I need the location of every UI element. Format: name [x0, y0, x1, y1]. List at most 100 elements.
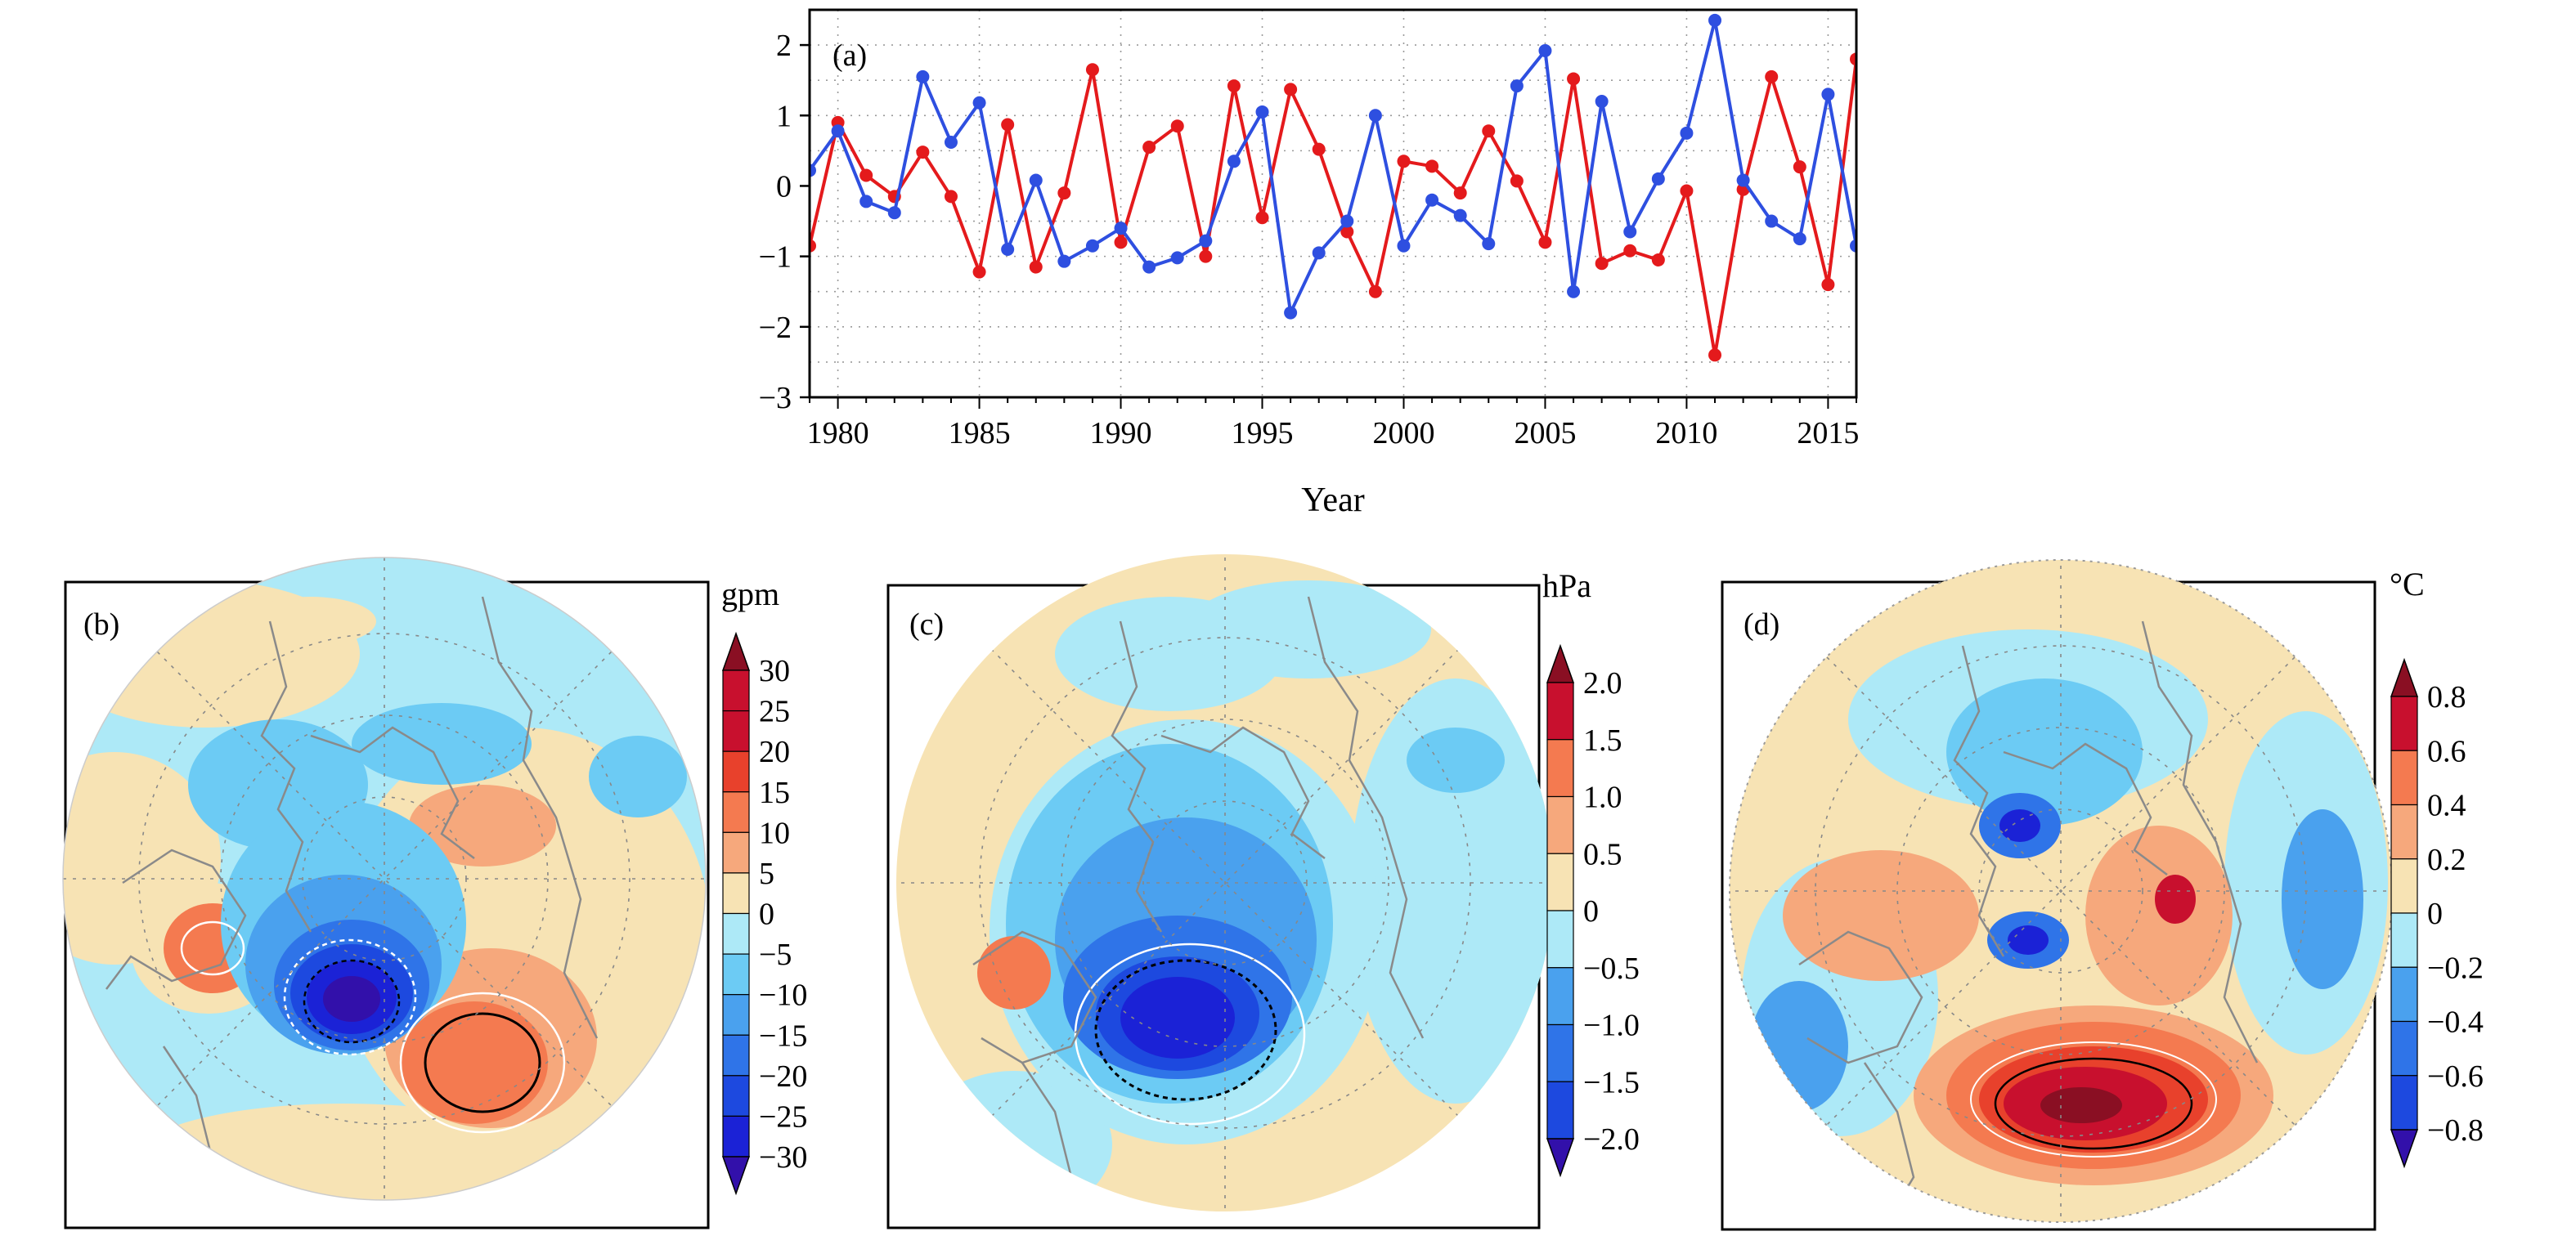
x-axis-title: Year [1301, 481, 1364, 519]
colorbar-segment [1546, 853, 1574, 911]
data-point [1482, 124, 1496, 138]
data-point [1595, 95, 1609, 109]
colorbar-tick-label: 10 [759, 816, 790, 850]
colorbar-segment [722, 831, 750, 874]
colorbar-segment [1546, 1023, 1574, 1082]
data-point [1453, 208, 1467, 222]
x-tick-label: 2005 [1514, 416, 1576, 450]
data-point [972, 265, 986, 279]
colorbar-cap-top [2390, 657, 2419, 697]
data-point [859, 168, 873, 182]
axis-ticks: 2 1 0 −1 −2 −3 1980 1985 1990 1995 2000 2005 2010 201… [759, 29, 1860, 450]
colorbar-segment [722, 912, 750, 955]
colorbar-tick-label: −1.0 [1583, 1009, 1640, 1043]
colorbar-tick-label: −2.0 [1583, 1122, 1640, 1157]
colorbar-segment [722, 791, 750, 833]
x-tick-label: 1990 [1090, 416, 1152, 450]
colorbar-segment [2390, 912, 2418, 968]
data-point [887, 206, 901, 220]
colorbar-tick-label: −30 [759, 1140, 807, 1175]
colorbar-segment [2390, 696, 2418, 751]
data-point [1595, 257, 1609, 271]
data-point [1340, 225, 1354, 239]
data-point [1255, 211, 1269, 225]
data-point [1567, 284, 1581, 298]
data-point [1284, 83, 1298, 96]
x-tick-label: 2010 [1655, 416, 1717, 450]
data-point [1538, 43, 1552, 57]
data-point [859, 195, 873, 208]
data-point [1001, 243, 1015, 257]
colorbar-tick-label: −0.6 [2427, 1059, 2484, 1094]
data-point [1850, 52, 1856, 66]
y-tick-label: −1 [759, 240, 792, 275]
data-point [1482, 237, 1496, 251]
panel-label-d: (d) [1744, 607, 1779, 642]
data-point [1199, 234, 1213, 248]
data-point [1623, 244, 1637, 258]
data-point [1170, 119, 1184, 133]
data-point [1085, 239, 1099, 253]
data-point [1821, 278, 1835, 292]
colorbar-cap-top [1546, 643, 1575, 683]
y-tick-label: −3 [759, 381, 792, 415]
colorbar-segment [722, 1075, 750, 1117]
colorbar-tick-label: −15 [759, 1019, 807, 1053]
data-point [916, 69, 930, 83]
colorbar-d: 0.8 0.6 0.4 0.2 0 −0.2 −0.4 −0.6 −0.8 [2390, 657, 2484, 1169]
panel-label-a: (a) [832, 38, 867, 73]
colorbar-tick-label: −5 [759, 938, 792, 972]
x-tick-label: 1980 [807, 416, 869, 450]
data-point [1680, 184, 1694, 198]
data-point [831, 124, 845, 138]
colorbar-tick-label: 0.4 [2427, 789, 2466, 823]
data-point [1114, 235, 1128, 249]
data-point [810, 239, 816, 253]
x-tick-label: 2000 [1372, 416, 1434, 450]
data-point [1397, 154, 1411, 168]
colorbar-segment [1546, 1081, 1574, 1140]
y-tick-label: 2 [776, 29, 792, 63]
data-point [1821, 87, 1835, 101]
y-tick-label: 1 [776, 99, 792, 133]
data-point [916, 146, 930, 159]
series-blue [810, 13, 1856, 320]
colorbar-segment [722, 872, 750, 915]
data-point [1227, 154, 1241, 168]
colorbar-tick-label: 30 [759, 654, 790, 688]
colorbar-segment [722, 953, 750, 996]
colorbar-segment [2390, 858, 2418, 914]
data-point [1368, 284, 1382, 298]
colorbar-cap-bottom [2390, 1129, 2419, 1169]
colorbar-tick-label: 0.6 [2427, 734, 2466, 768]
colorbar-tick-label: −0.4 [2427, 1005, 2484, 1040]
polar-map-field [1730, 560, 2392, 1222]
colorbar-tick-label: 1.0 [1583, 781, 1622, 815]
colorbar-tick-label: 25 [759, 695, 790, 729]
colorbar-tick-label: 0.8 [2427, 680, 2466, 714]
data-point [1057, 254, 1071, 268]
data-point [1708, 13, 1722, 27]
colorbar-b: 30 25 20 15 10 5 0 −5 −10 −15 −20 −25 −30 [721, 631, 807, 1196]
colorbar-tick-label: 1.5 [1583, 723, 1622, 758]
series-line [810, 59, 1856, 356]
colorbar-tick-label: −25 [759, 1099, 807, 1134]
data-point [1765, 214, 1779, 228]
series-lines [810, 13, 1856, 362]
plot-frame [808, 8, 1858, 399]
data-point [1029, 260, 1043, 274]
colorbar-segment [1546, 795, 1574, 854]
data-point [1227, 79, 1241, 93]
data-point [1425, 159, 1439, 173]
colorbar-cap-bottom [721, 1156, 751, 1196]
colorbar-tick-label: 20 [759, 735, 790, 769]
colorbar-tick-label: 0 [2427, 897, 2443, 931]
data-point [1793, 160, 1806, 174]
polar-map-field [896, 554, 1554, 1211]
data-point [1623, 225, 1637, 239]
colorbar-c: 2.0 1.5 1.0 0.5 0 −0.5 −1.0 −1.5 −2.0 [1546, 643, 1640, 1178]
panel-label-c: (c) [909, 607, 944, 642]
data-point [1142, 260, 1156, 274]
data-point [1284, 306, 1298, 320]
colorbar-tick-label: 0.5 [1583, 837, 1622, 871]
